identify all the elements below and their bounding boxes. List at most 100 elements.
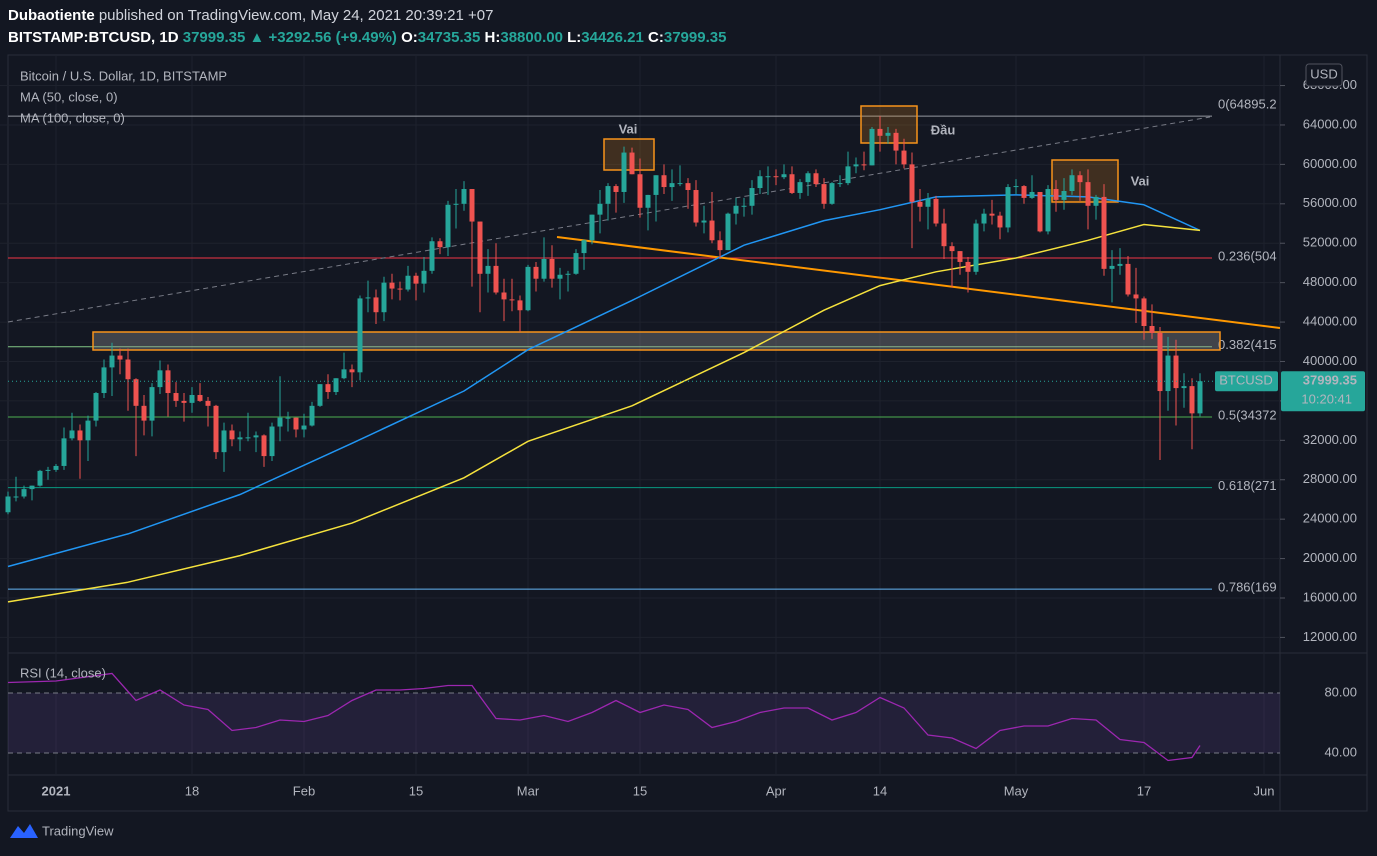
candle-body <box>13 496 19 498</box>
candle-body <box>1029 191 1035 198</box>
candle-body <box>885 132 891 136</box>
candle-body <box>1165 355 1171 392</box>
y-tick-label: 24000.00 <box>1303 511 1357 526</box>
header-line: Dubaotiente published on TradingView.com… <box>8 7 493 24</box>
candle-body <box>109 355 115 368</box>
y-tick-label: 48000.00 <box>1303 274 1357 289</box>
candle-body <box>205 400 211 406</box>
candle-body <box>525 266 531 311</box>
price-tag <box>1281 371 1365 412</box>
candle-body <box>981 213 987 224</box>
candle-body <box>253 435 259 438</box>
candle-body <box>557 274 563 279</box>
l-label: L: <box>567 29 581 46</box>
logo-icon <box>10 824 38 838</box>
candle-body <box>509 299 515 301</box>
y-tick-label: 56000.00 <box>1303 195 1357 210</box>
candle-body <box>317 384 323 406</box>
candle-body <box>1149 326 1155 333</box>
candle-body <box>1157 332 1163 392</box>
candle-body <box>1189 386 1195 414</box>
candle-body <box>973 223 979 272</box>
candle-body <box>1037 191 1043 232</box>
x-tick-label: Jun <box>1254 783 1275 798</box>
candle-body <box>861 164 867 166</box>
candle-body <box>965 261 971 272</box>
pattern-box <box>860 105 918 144</box>
candle-body <box>269 426 275 457</box>
candle-body <box>421 270 427 284</box>
candle-body <box>93 393 99 421</box>
candle-body <box>685 183 691 191</box>
fib-label: 0(64895.2 <box>1218 97 1277 112</box>
fib-label: 0.5(34372 <box>1218 407 1277 422</box>
candle-body <box>693 190 699 223</box>
candle-body <box>461 189 467 204</box>
currency-box <box>1305 63 1343 87</box>
rsi-tick-label: 80.00 <box>1324 684 1357 699</box>
candle-body <box>413 275 419 284</box>
candle-body <box>829 183 835 204</box>
candle-body <box>869 128 875 166</box>
candle-body <box>245 437 251 439</box>
price-tag-label: 37999.35 <box>1303 373 1357 388</box>
x-tick-label: 15 <box>633 783 647 798</box>
candle-body <box>1085 182 1091 206</box>
candle-body <box>845 166 851 184</box>
candle-body <box>805 173 811 183</box>
candle-body <box>789 174 795 193</box>
candle-body <box>933 198 939 224</box>
candle-body <box>21 489 27 497</box>
candle-body <box>477 221 483 274</box>
candle-body <box>925 198 931 207</box>
candle-body <box>189 394 195 403</box>
x-tick-label: Apr <box>766 783 787 798</box>
y-tick-label: 40000.00 <box>1303 353 1357 368</box>
candle-body <box>957 251 963 262</box>
candle-body <box>645 194 651 208</box>
candle-body <box>1117 263 1123 266</box>
candle-body <box>1109 265 1115 269</box>
candle-body <box>45 469 51 471</box>
price: 37999.35 <box>183 29 246 46</box>
candle-body <box>533 266 539 279</box>
y-tick-label: 44000.00 <box>1303 314 1357 329</box>
candle-body <box>197 394 203 401</box>
symbol-tag <box>1215 371 1278 392</box>
rsi-title: RSI (14, close) <box>20 665 106 680</box>
candle-body <box>501 292 507 300</box>
y-tick-label: 52000.00 <box>1303 235 1357 250</box>
pattern-box <box>603 138 655 171</box>
x-tick-label: 15 <box>409 783 423 798</box>
fib-label: 0.618(271 <box>1218 478 1277 493</box>
candle-body <box>301 425 307 430</box>
candle-body <box>373 297 379 313</box>
candle-body <box>853 164 859 167</box>
candle-body <box>669 183 675 188</box>
candle-body <box>357 298 363 373</box>
candle-body <box>365 297 371 299</box>
candle-body <box>213 405 219 453</box>
candle-body <box>949 246 955 252</box>
rsi-band <box>8 692 1280 753</box>
candle-body <box>333 378 339 393</box>
candle-body <box>1077 175 1083 183</box>
candle-body <box>221 430 227 453</box>
author: Dubaotiente <box>8 7 95 24</box>
candle-body <box>1045 189 1051 232</box>
candle-body <box>453 203 459 205</box>
candle-body <box>701 220 707 223</box>
currency: USD <box>1310 66 1337 81</box>
candle-body <box>1133 294 1139 299</box>
candle-body <box>29 485 35 490</box>
candle-body <box>1173 355 1179 389</box>
y-tick-label: 20000.00 <box>1303 550 1357 565</box>
candle-body <box>173 393 179 401</box>
candle-body <box>293 417 299 430</box>
c-label: C: <box>648 29 664 46</box>
candle-body <box>989 213 995 216</box>
candle-body <box>893 132 899 151</box>
candle-body <box>541 258 547 279</box>
candle-body <box>341 369 347 379</box>
